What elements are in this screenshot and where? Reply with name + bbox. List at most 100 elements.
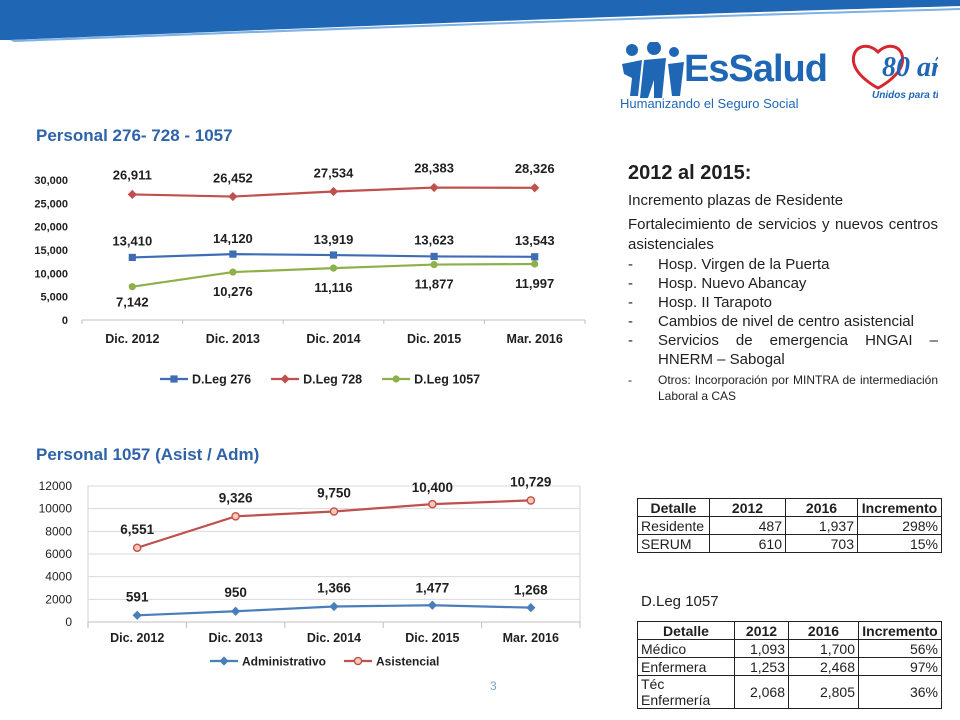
y-tick-label: 5,000 [40,292,68,304]
series-point [228,191,238,202]
table-cell: 97% [858,657,942,676]
x-tick-label: Dic. 2013 [208,631,262,645]
series-point [229,268,237,276]
y-tick-label: 4000 [45,570,72,584]
series-point [132,543,142,553]
y-tick-label: 6000 [45,547,72,561]
table-header: 2012 [734,621,789,640]
data-label: 26,911 [113,167,152,182]
series-point [170,375,178,383]
family-logo-icon [622,42,684,98]
data-label: 9,326 [219,490,253,505]
series-point [530,183,540,193]
data-label: 1,268 [514,583,548,598]
summary-note: Otros: Incorporación por MINTRA de inter… [628,372,938,404]
legend-label: D.Leg 276 [192,373,251,387]
table-cell: Médico [637,639,735,658]
y-tick-label: 20,000 [34,222,68,234]
legend-label: Administrativo [242,655,326,669]
table-cell: 1,093 [734,639,789,658]
table-row: Residente 487 1,937 298% [637,516,942,535]
data-label: 11,877 [415,277,454,292]
x-tick-label: Dic. 2012 [110,631,164,645]
x-tick-label: Dic. 2014 [307,631,361,645]
data-label: 6,551 [120,522,154,537]
anniversary-text: 80 años [882,52,938,83]
series-point [353,656,363,666]
x-tick-label: Mar. 2016 [507,332,563,346]
summary-list-item: Hosp. Virgen de la Puerta [628,255,938,274]
table-cell: 15% [857,534,942,553]
x-tick-label: Dic. 2015 [405,631,459,645]
table-cell: 487 [709,516,786,535]
summary-list-item: Cambios de nivel de centro asistencial [628,312,938,331]
data-label: 28,326 [515,161,555,176]
table-cell: 1,937 [785,516,858,535]
table-header: 2012 [709,498,786,517]
anniversary-sub: Unidos para ti [872,90,938,101]
table-cell: 1,700 [788,639,859,658]
data-label: 10,400 [412,480,453,495]
table-header: 2016 [788,621,859,640]
legend-label: Asistencial [376,655,439,669]
table-row: Enfermera 1,253 2,468 97% [637,657,942,676]
table-row: Téc Enfermería 2,068 2,805 36% [637,675,942,709]
legend-label: D.Leg 728 [303,373,362,387]
series-point [526,496,536,505]
legend: D.Leg 276 D.Leg 728 D.Leg 1057 [160,373,480,387]
series-point [430,260,438,269]
data-label: 1,366 [317,581,351,596]
data-label: 28,383 [414,161,454,176]
table-cell: Residente [637,516,710,535]
chart2-title: Personal 1057 (Asist / Adm) [36,445,260,464]
dleg-1057-label: D.Leg 1057 [641,593,719,610]
series-point [132,610,142,620]
brand-tagline: Humanizando el Seguro Social [620,96,799,111]
data-label: 13,623 [414,232,454,247]
table-header: Detalle [637,621,735,640]
page-number: 3 [490,679,497,693]
table-cell: 36% [858,675,942,709]
legend: Administrativo Asistencial [210,655,439,669]
series-point [429,182,439,193]
series-point [531,260,539,268]
series-point [128,253,136,262]
data-label: 27,534 [314,166,355,181]
table-cell: SERUM [637,534,710,553]
header-band [0,0,960,42]
series-point [531,253,539,261]
x-tick-label: Dic. 2014 [306,332,360,346]
data-label: 26,452 [213,171,253,186]
data-label: 11,997 [515,276,554,291]
series-point [526,603,536,613]
table-cell: 298% [857,516,942,535]
summary-list-item: Servicios de emergencia HNGAI – HNERM – … [628,331,938,369]
series-point [329,601,339,612]
table-header: Detalle [637,498,710,517]
table-cell: 2,068 [734,675,789,709]
table-cell: 2,468 [788,657,859,676]
legend-label: D.Leg 1057 [414,373,480,387]
x-tick-label: Mar. 2016 [503,631,559,645]
table-header: 2016 [785,498,858,517]
residente-serum-table: Detalle 2012 2016 Incremento Residente 4… [637,498,942,553]
personal-1057-line-chart: 0 2000 4000 6000 8000 10000 12000 Dic. 2012 Dic.… [39,474,581,669]
table-row: SERUM 610 703 15% [637,534,942,553]
x-tick-label: Dic. 2012 [105,332,159,346]
summary-list-item: Hosp. Nuevo Abancay [628,274,938,293]
y-tick-label: 10,000 [34,268,68,280]
series-point [329,264,338,272]
series-asistencial: 6,551 9,326 9,750 10,400 10,729 [120,474,551,553]
series-point [427,600,437,610]
x-tick-label: Dic. 2015 [407,332,461,346]
table-cell: 2,805 [788,675,859,709]
summary-line-fortalecimiento: Fortalecimiento de servicios y nuevos ce… [628,216,938,253]
table-header: Incremento [857,498,942,517]
data-label: 11,116 [314,280,352,295]
y-tick-label: 2000 [45,592,72,606]
y-tick-label: 10000 [39,502,73,516]
y-tick-label: 12000 [39,479,73,493]
chart1-title: Personal 276- 728 - 1057 [36,126,233,145]
series-point [428,499,437,509]
summary-list: Hosp. Virgen de la Puerta Hosp. Nuevo Ab… [628,255,938,404]
